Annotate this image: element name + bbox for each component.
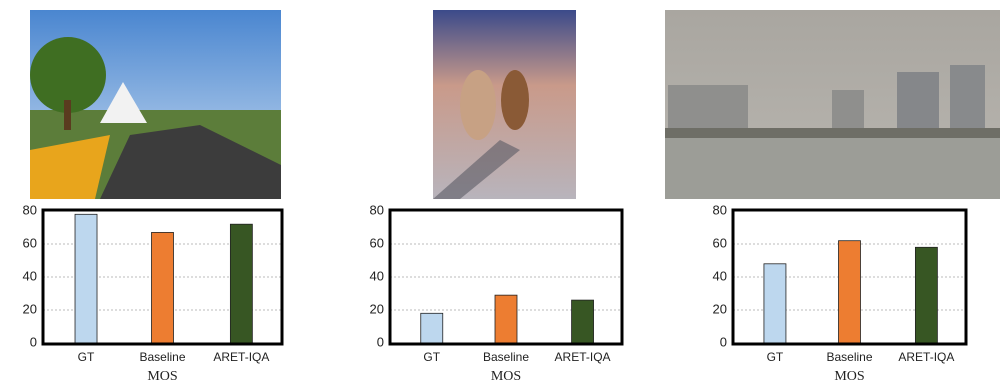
y-tick-label: 40 xyxy=(23,268,37,283)
x-tick-label: ARET-IQA xyxy=(555,350,611,364)
x-axis-label: MOS xyxy=(834,369,864,384)
y-tick-label: 0 xyxy=(377,334,384,349)
y-tick-label: 40 xyxy=(370,268,384,283)
y-tick-label: 20 xyxy=(23,301,37,316)
y-tick-label: 40 xyxy=(713,268,727,283)
x-tick-label: ARET-IQA xyxy=(213,350,269,364)
y-tick-label: 60 xyxy=(713,235,727,250)
bar xyxy=(764,264,786,343)
x-tick-label: ARET-IQA xyxy=(898,350,954,364)
photo-mall xyxy=(433,10,576,199)
figure: 0 20 40 60 80 GT Baseline ARET-IQA MOS 0 20 40 60 80 G… xyxy=(0,0,1003,387)
y-tick-label: 80 xyxy=(713,202,727,217)
bar xyxy=(230,224,252,343)
x-tick-label: Baseline xyxy=(139,350,185,364)
y-tick-label: 80 xyxy=(370,202,384,217)
y-tick-label: 60 xyxy=(23,235,37,250)
x-axis-label: MOS xyxy=(491,369,521,384)
bar xyxy=(495,295,517,343)
x-tick-label: GT xyxy=(423,350,440,364)
y-tick-label: 0 xyxy=(720,334,727,349)
bar xyxy=(839,241,861,343)
bar xyxy=(572,300,594,343)
photo-city xyxy=(665,10,1000,199)
x-tick-label: Baseline xyxy=(483,350,529,364)
y-tick-label: 60 xyxy=(370,235,384,250)
y-tick-label: 0 xyxy=(30,334,37,349)
bar xyxy=(152,232,174,343)
x-tick-label: GT xyxy=(767,350,784,364)
x-axis-label: MOS xyxy=(147,369,177,384)
y-tick-label: 20 xyxy=(370,301,384,316)
y-tick-label: 80 xyxy=(23,202,37,217)
x-tick-label: GT xyxy=(78,350,95,364)
bar xyxy=(421,313,443,343)
bar xyxy=(915,247,937,343)
x-tick-label: Baseline xyxy=(826,350,872,364)
y-tick-label: 20 xyxy=(713,301,727,316)
photo-road xyxy=(30,10,281,199)
bar xyxy=(75,214,97,343)
